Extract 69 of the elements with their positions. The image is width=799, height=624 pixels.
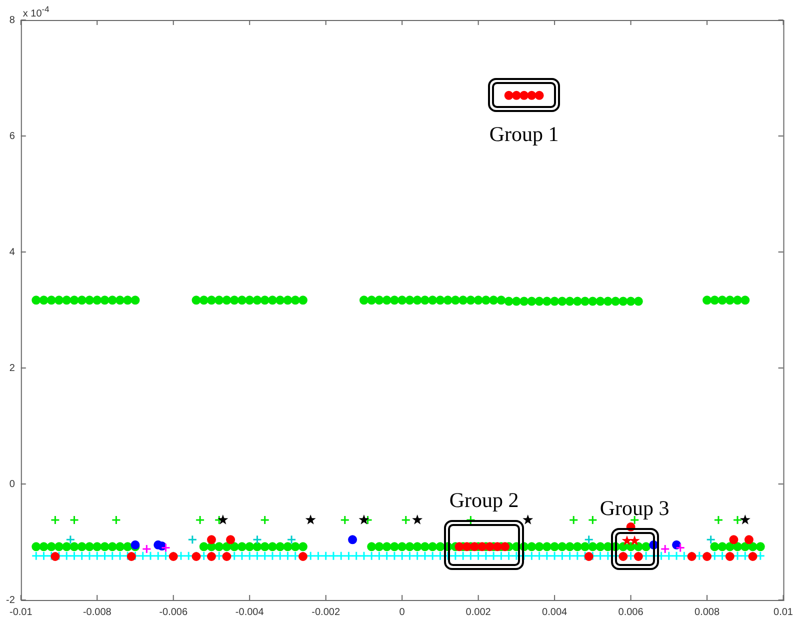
annotation: Group 2 — [449, 488, 519, 513]
annotation: Group 3 — [600, 496, 670, 521]
point — [454, 542, 464, 552]
point — [188, 534, 198, 544]
x-tick-label: 0.01 — [774, 606, 794, 618]
point — [260, 515, 270, 525]
point — [305, 514, 316, 524]
x-tick-label: 0.008 — [694, 606, 720, 618]
x-tick-label: 0.006 — [618, 606, 644, 618]
point — [740, 514, 750, 524]
annotation: Group 1 — [489, 122, 559, 148]
point — [520, 90, 529, 100]
point — [527, 90, 536, 100]
x-tick-label: -0.006 — [159, 606, 188, 618]
point — [340, 515, 350, 525]
point — [66, 534, 76, 544]
point — [676, 543, 686, 553]
x-tick-label: 0 — [399, 606, 406, 618]
point — [252, 534, 262, 544]
point — [358, 514, 370, 524]
point — [584, 552, 594, 561]
x-tick-label: 0.004 — [542, 606, 568, 618]
point — [286, 534, 296, 544]
point — [206, 535, 216, 544]
point — [348, 535, 358, 544]
x-tick-label: -0.008 — [82, 606, 112, 618]
point — [714, 515, 724, 525]
point — [744, 535, 754, 544]
y-tick-label: 2 — [9, 362, 16, 374]
point — [485, 542, 494, 552]
point — [50, 552, 60, 561]
point — [478, 542, 487, 552]
point — [160, 543, 170, 553]
point — [111, 515, 121, 525]
point — [142, 544, 152, 554]
point — [466, 515, 476, 525]
x-tick-label: -0.002 — [312, 606, 340, 618]
point — [512, 90, 521, 100]
point — [584, 534, 594, 544]
point — [729, 535, 738, 544]
point — [706, 534, 716, 544]
point — [401, 515, 411, 525]
point — [462, 542, 472, 552]
y-tick-label: 4 — [9, 246, 16, 258]
point — [588, 515, 598, 525]
point — [660, 544, 670, 554]
point — [500, 542, 510, 552]
y-tick-label: 6 — [9, 130, 16, 142]
point — [568, 515, 578, 525]
x-tick-label: -0.004 — [235, 606, 264, 618]
point — [126, 552, 136, 561]
point — [732, 515, 742, 525]
point — [492, 542, 502, 552]
point — [226, 535, 236, 544]
point — [470, 542, 480, 552]
y-tick-label: 8 — [9, 14, 16, 26]
y-tick-label: -2 — [6, 594, 16, 606]
point — [504, 90, 514, 100]
y-tick-label: 0 — [9, 478, 16, 490]
point — [218, 514, 228, 524]
x-tick-label: 0.002 — [466, 606, 492, 618]
point — [412, 514, 423, 524]
point — [522, 514, 534, 524]
point — [195, 515, 205, 525]
x-tick-label: -0.01 — [9, 606, 33, 618]
point — [70, 515, 80, 525]
text: x 10$^{-4}$ — [22, 4, 50, 20]
point — [50, 515, 60, 525]
point — [534, 90, 544, 100]
